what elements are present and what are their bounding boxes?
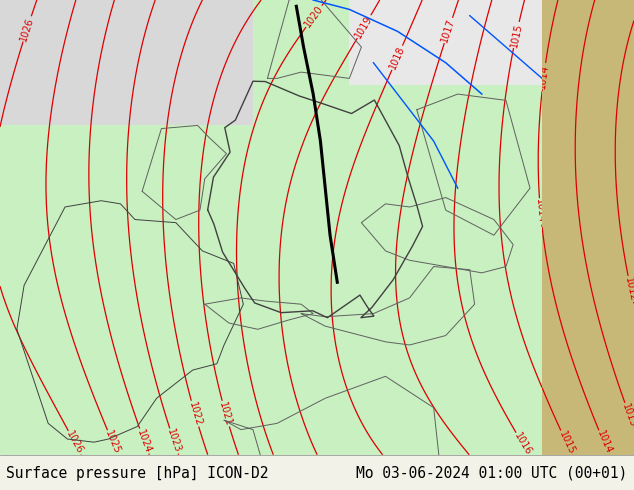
Text: 1012: 1012 bbox=[623, 276, 634, 302]
Text: 1014: 1014 bbox=[538, 63, 550, 89]
Text: 1016: 1016 bbox=[512, 431, 533, 457]
Text: 1015: 1015 bbox=[557, 429, 576, 456]
Text: 1023: 1023 bbox=[165, 428, 183, 454]
Text: Mo 03-06-2024 01:00 UTC (00+01): Mo 03-06-2024 01:00 UTC (00+01) bbox=[356, 466, 628, 481]
Text: 1015: 1015 bbox=[509, 22, 524, 48]
Text: 1014: 1014 bbox=[534, 199, 547, 224]
Text: 1022: 1022 bbox=[186, 400, 203, 427]
Text: 1026: 1026 bbox=[18, 16, 36, 42]
Text: 1025: 1025 bbox=[103, 429, 122, 456]
Text: 1021: 1021 bbox=[217, 400, 234, 427]
Text: 1019: 1019 bbox=[354, 14, 375, 40]
Text: Surface pressure [hPa] ICON-D2: Surface pressure [hPa] ICON-D2 bbox=[6, 466, 269, 481]
Text: 1014: 1014 bbox=[595, 429, 613, 456]
FancyBboxPatch shape bbox=[349, 0, 542, 85]
Text: 1024: 1024 bbox=[135, 428, 153, 454]
Text: 1026: 1026 bbox=[65, 429, 85, 456]
Text: 1017: 1017 bbox=[440, 17, 457, 44]
FancyBboxPatch shape bbox=[0, 0, 253, 125]
Text: 1020: 1020 bbox=[302, 3, 325, 29]
Text: 1013: 1013 bbox=[621, 402, 634, 428]
Text: 1018: 1018 bbox=[388, 45, 406, 71]
